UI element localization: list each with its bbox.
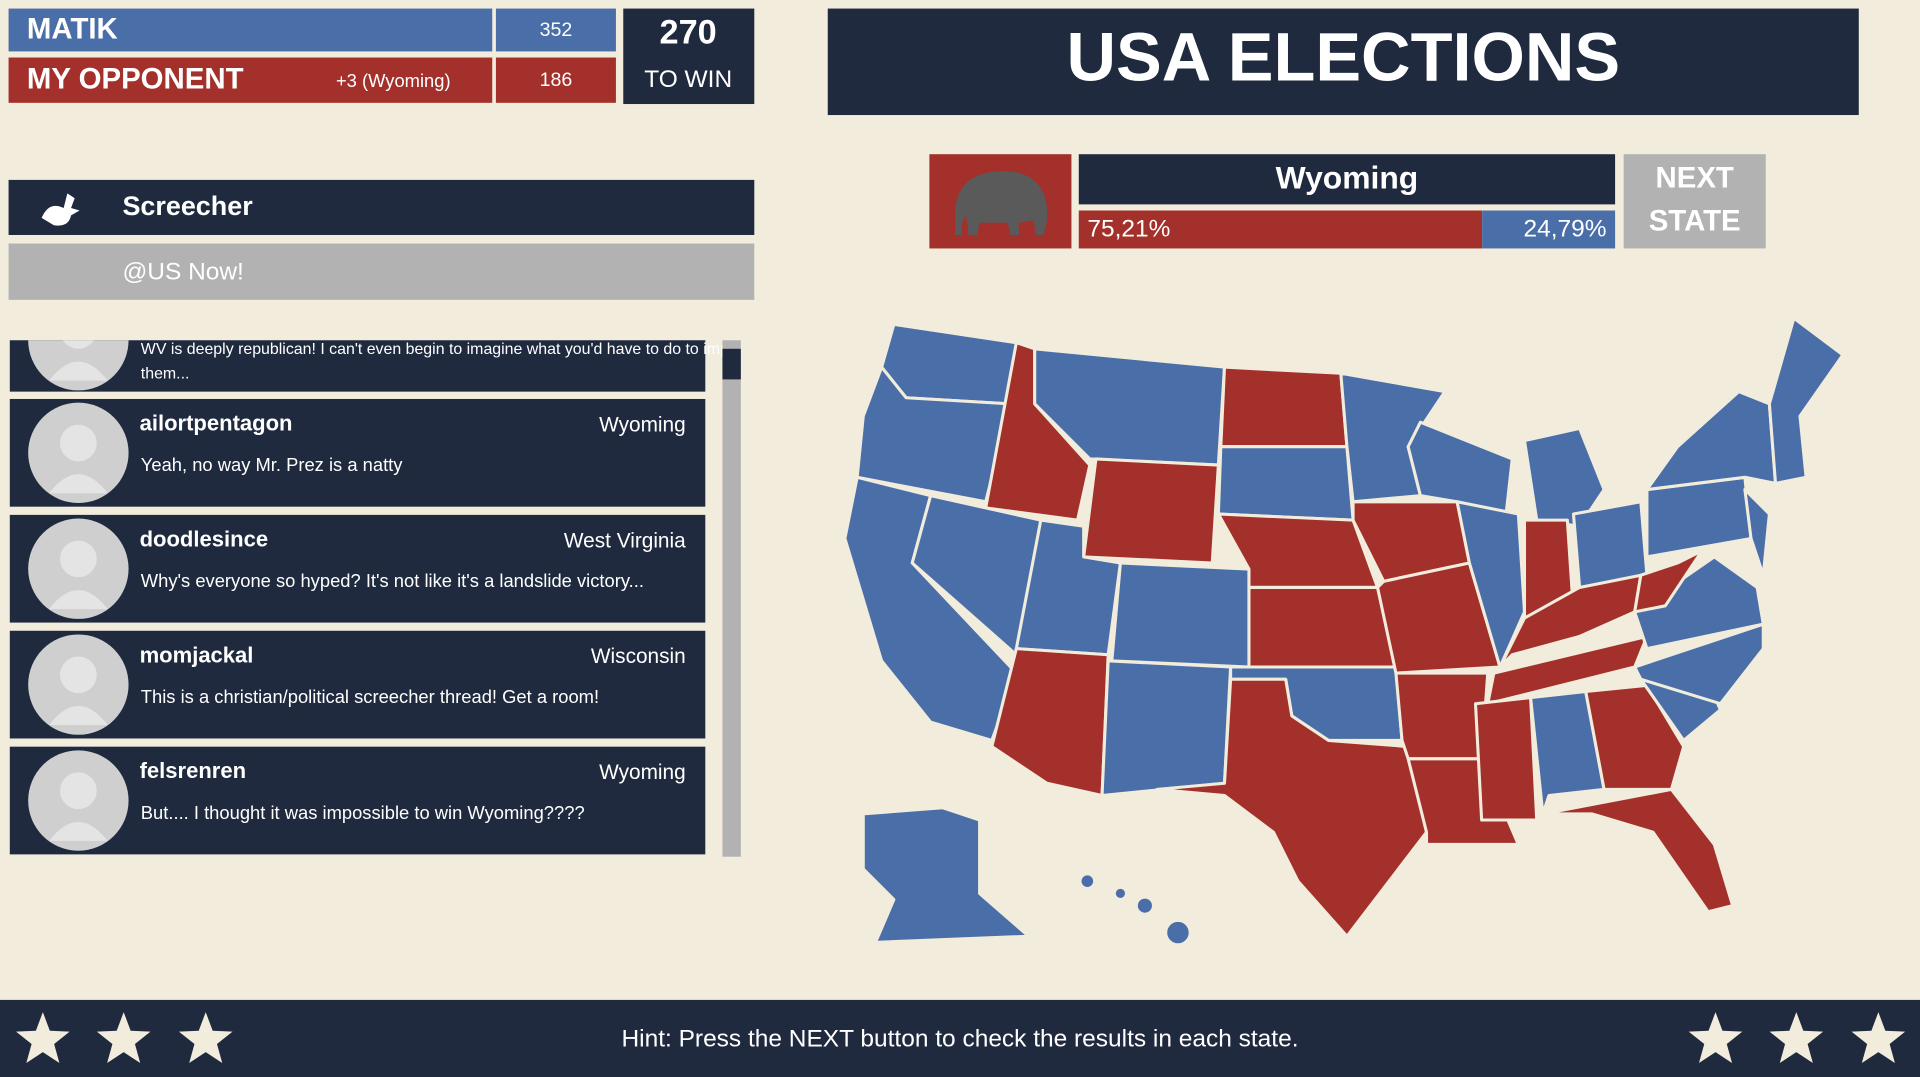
state bbox=[1633, 622, 1765, 706]
opponent-score-box bbox=[495, 57, 616, 103]
star bbox=[1688, 1012, 1743, 1064]
avatar-body bbox=[48, 474, 108, 494]
red-share-label: 75,21% bbox=[1087, 216, 1170, 243]
post-text: WV is deeply republican! I can't even be… bbox=[141, 341, 759, 358]
star bbox=[178, 1012, 233, 1064]
blue-share-label: 24,79% bbox=[1524, 216, 1607, 243]
scrollbar[interactable] bbox=[722, 340, 741, 857]
post-user: doodlesince bbox=[140, 526, 268, 551]
app-bar bbox=[8, 179, 755, 235]
player-score-box bbox=[495, 8, 616, 52]
post-text: But.... I thought it was impossible to w… bbox=[141, 802, 585, 823]
state bbox=[1633, 555, 1765, 651]
avatar-body bbox=[48, 590, 108, 610]
post-text: them... bbox=[141, 366, 190, 383]
title-box bbox=[827, 8, 1859, 116]
star bbox=[1769, 1012, 1824, 1064]
state bbox=[990, 647, 1110, 798]
state bbox=[1082, 457, 1220, 565]
island bbox=[1078, 872, 1097, 891]
post-text: Yeah, no way Mr. Prez is a natty bbox=[141, 454, 403, 475]
state bbox=[1110, 561, 1251, 669]
us-map bbox=[843, 316, 1845, 947]
button-label[interactable]: NEXT bbox=[1656, 162, 1734, 195]
star bbox=[96, 1012, 151, 1064]
avatar-body bbox=[48, 361, 108, 381]
app-name: Screecher bbox=[122, 191, 253, 221]
post-location: West Virginia bbox=[564, 529, 686, 552]
red-share-bar bbox=[1078, 210, 1483, 249]
post-text: This is a christian/political screecher … bbox=[141, 686, 599, 707]
title: USA ELECTIONS bbox=[1066, 19, 1620, 96]
scroll-thumb[interactable] bbox=[722, 348, 741, 380]
state bbox=[1155, 677, 1429, 938]
target-label: TO WIN bbox=[644, 66, 732, 93]
post-text: Why's everyone so hyped? It's not like i… bbox=[141, 570, 644, 591]
avatar-head bbox=[60, 772, 97, 810]
island bbox=[1134, 895, 1155, 916]
feed-tab[interactable] bbox=[8, 243, 755, 300]
state bbox=[1216, 445, 1355, 522]
player-score: 352 bbox=[540, 19, 573, 41]
avatar-body bbox=[48, 821, 108, 841]
state-box bbox=[1078, 154, 1616, 205]
footer bbox=[0, 999, 1920, 1077]
elephant-icon bbox=[955, 171, 1048, 235]
state bbox=[1219, 365, 1349, 449]
player-name: MATIK bbox=[27, 12, 118, 45]
target-number: 270 bbox=[660, 13, 717, 51]
state bbox=[1247, 585, 1398, 669]
post-user: felsrenren bbox=[140, 758, 246, 783]
opponent-bar bbox=[8, 57, 493, 103]
opponent-score: 186 bbox=[540, 69, 573, 91]
post-location: Wyoming bbox=[599, 761, 686, 784]
post-user: momjackal bbox=[140, 642, 254, 667]
bird-icon bbox=[41, 193, 80, 226]
state bbox=[1100, 659, 1233, 798]
avatar-head bbox=[62, 340, 94, 349]
state bbox=[1376, 561, 1502, 675]
state bbox=[1584, 683, 1686, 791]
post-location: Wyoming bbox=[599, 413, 686, 436]
avatar-head bbox=[60, 424, 97, 462]
island bbox=[1164, 918, 1192, 947]
next-state-button[interactable] bbox=[1623, 154, 1766, 249]
state bbox=[1541, 787, 1735, 914]
state bbox=[1473, 696, 1539, 822]
avatar-head bbox=[60, 656, 97, 694]
star bbox=[16, 1012, 70, 1064]
hint: Hint: Press the NEXT button to check the… bbox=[621, 1026, 1298, 1053]
avatar-body bbox=[48, 706, 108, 726]
blue-share-bar bbox=[1482, 210, 1616, 249]
state bbox=[1394, 671, 1490, 761]
avatar-head bbox=[60, 540, 97, 578]
state bbox=[1529, 689, 1606, 816]
target-box bbox=[623, 8, 755, 105]
player-bar bbox=[8, 8, 493, 52]
opponent-note: +3 (Wyoming) bbox=[336, 70, 451, 91]
island bbox=[1112, 885, 1129, 902]
post-location: Wisconsin bbox=[591, 645, 686, 668]
state bbox=[1633, 549, 1704, 614]
button-label[interactable]: STATE bbox=[1649, 205, 1741, 238]
state bbox=[1767, 316, 1845, 485]
state bbox=[1522, 426, 1606, 528]
state bbox=[1743, 488, 1771, 577]
state bbox=[861, 806, 1031, 944]
feed-tab-label[interactable]: @US Now! bbox=[122, 258, 243, 285]
opponent-name: MY OPPONENT bbox=[27, 63, 244, 96]
state bbox=[1571, 500, 1649, 589]
star bbox=[1851, 1012, 1906, 1064]
post-user: ailortpentagon bbox=[140, 410, 293, 435]
state-name: Wyoming bbox=[1276, 159, 1419, 195]
